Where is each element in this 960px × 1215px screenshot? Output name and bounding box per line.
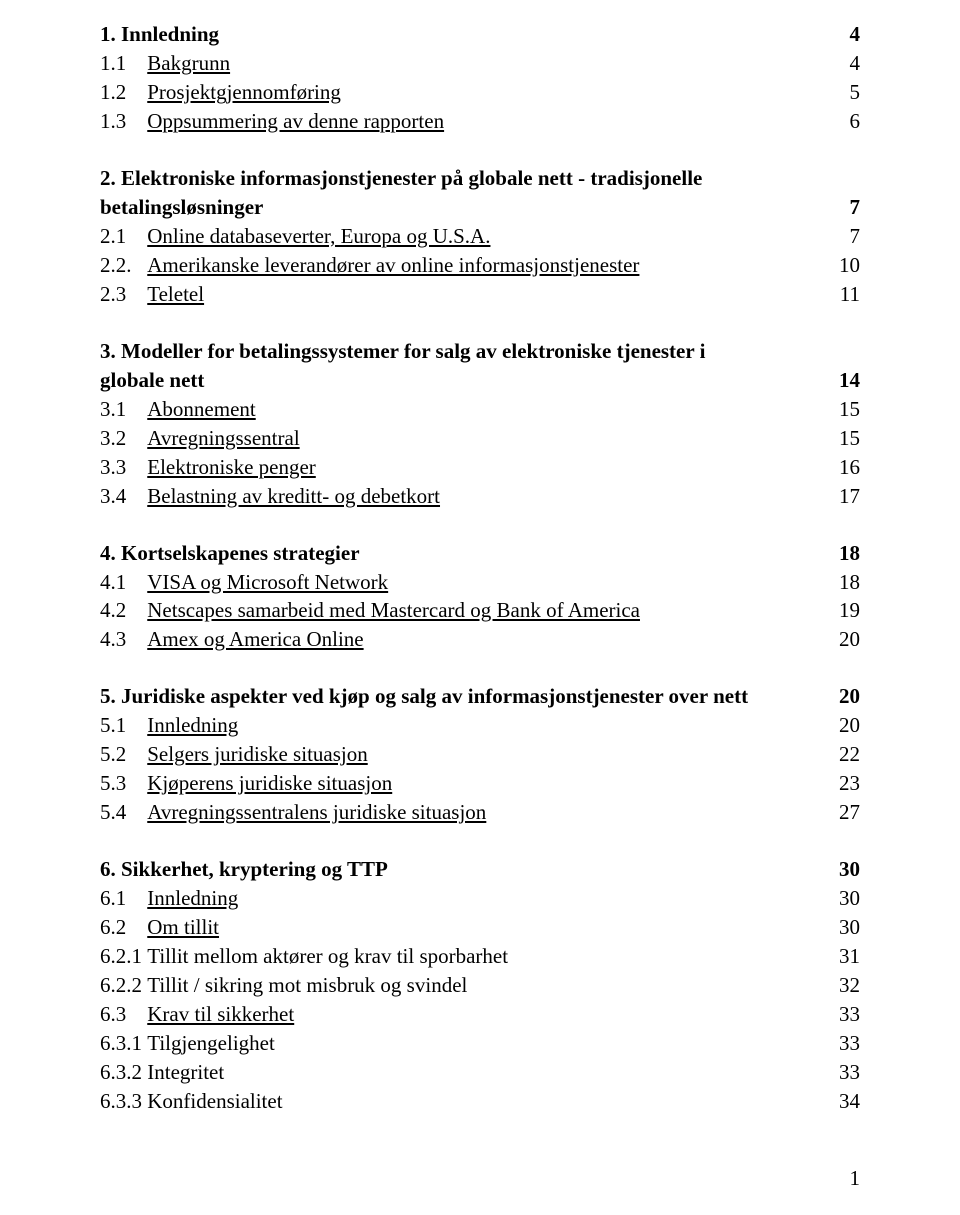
toc-item-page: 20 xyxy=(830,711,860,740)
toc-item: 3.2 Avregningssentral 15 xyxy=(100,424,860,453)
toc-item: 3.4 Belastning av kreditt- og debetkort … xyxy=(100,482,860,511)
toc-item-page: 34 xyxy=(830,1087,860,1116)
heading-label: 3. Modeller for betalingssystemer for sa… xyxy=(100,337,780,395)
toc-item-label: 6.3.1 Tilgjengelighet xyxy=(100,1029,830,1058)
toc-item-label: 1.2 Prosjektgjennomføring xyxy=(100,78,830,107)
toc-item-page: 4 xyxy=(830,49,860,78)
toc-item-page: 17 xyxy=(830,482,860,511)
toc-page: 1. Innledning 4 1.1 Bakgrunn 4 1.2 Prosj… xyxy=(0,0,960,1215)
page-number: 1 xyxy=(850,1166,861,1191)
toc-item-label: 3.2 Avregningssentral xyxy=(100,424,830,453)
toc-item: 3.3 Elektroniske penger 16 xyxy=(100,453,860,482)
toc-item-page: 15 xyxy=(830,424,860,453)
toc-item-label: 3.4 Belastning av kreditt- og debetkort xyxy=(100,482,830,511)
toc-item-label: 5.3 Kjøperens juridiske situasjon xyxy=(100,769,830,798)
toc-item-label: 5.4 Avregningssentralens juridiske situa… xyxy=(100,798,830,827)
toc-item: 4.3 Amex og America Online 20 xyxy=(100,625,860,654)
toc-item: 5.3 Kjøperens juridiske situasjon 23 xyxy=(100,769,860,798)
heading-page: 30 xyxy=(830,855,860,884)
toc-item-label: 6.2.1 Tillit mellom aktører og krav til … xyxy=(100,942,830,971)
toc-item-page: 6 xyxy=(830,107,860,136)
heading-page: 14 xyxy=(830,366,860,395)
toc-item-page: 33 xyxy=(830,1058,860,1087)
toc-item: 4.1 VISA og Microsoft Network 18 xyxy=(100,568,860,597)
toc-item-page: 33 xyxy=(830,1029,860,1058)
toc-item-page: 31 xyxy=(830,942,860,971)
toc-item: 6.2 Om tillit 30 xyxy=(100,913,860,942)
toc-item-page: 27 xyxy=(830,798,860,827)
toc-item-page: 11 xyxy=(830,280,860,309)
toc-item-page: 30 xyxy=(830,913,860,942)
toc-item-page: 7 xyxy=(830,222,860,251)
toc-item-page: 18 xyxy=(830,568,860,597)
toc-item-label: 4.2 Netscapes samarbeid med Mastercard o… xyxy=(100,596,830,625)
section-heading: 4. Kortselskapenes strategier 18 xyxy=(100,539,860,568)
section-heading: 2. Elektroniske informasjonstjenester på… xyxy=(100,164,860,222)
toc-item-label: 2.3 Teletel xyxy=(100,280,830,309)
heading-label: 4. Kortselskapenes strategier xyxy=(100,539,830,568)
toc-item: 5.2 Selgers juridiske situasjon 22 xyxy=(100,740,860,769)
toc-item-label: 5.2 Selgers juridiske situasjon xyxy=(100,740,830,769)
heading-page: 7 xyxy=(830,193,860,222)
heading-page: 18 xyxy=(830,539,860,568)
toc-item-page: 19 xyxy=(830,596,860,625)
section-heading: 1. Innledning 4 xyxy=(100,20,860,49)
toc-item: 1.1 Bakgrunn 4 xyxy=(100,49,860,78)
toc-item: 6.3.1 Tilgjengelighet 33 xyxy=(100,1029,860,1058)
toc-item: 2.2. Amerikanske leverandører av online … xyxy=(100,251,860,280)
toc-item: 1.2 Prosjektgjennomføring 5 xyxy=(100,78,860,107)
toc-item: 6.3.2 Integritet 33 xyxy=(100,1058,860,1087)
toc-item-page: 20 xyxy=(830,625,860,654)
toc-item: 5.4 Avregningssentralens juridiske situa… xyxy=(100,798,860,827)
toc-item: 2.3 Teletel 11 xyxy=(100,280,860,309)
toc-item: 3.1 Abonnement 15 xyxy=(100,395,860,424)
toc-item-page: 32 xyxy=(830,971,860,1000)
toc-item-label: 6.2.2 Tillit / sikring mot misbruk og sv… xyxy=(100,971,830,1000)
heading-label: 5. Juridiske aspekter ved kjøp og salg a… xyxy=(100,682,830,711)
toc-item-page: 23 xyxy=(830,769,860,798)
toc-item: 6.3 Krav til sikkerhet 33 xyxy=(100,1000,860,1029)
toc-item-label: 2.2. Amerikanske leverandører av online … xyxy=(100,251,830,280)
toc-item-page: 10 xyxy=(830,251,860,280)
toc-item-label: 6.3 Krav til sikkerhet xyxy=(100,1000,830,1029)
section-heading: 6. Sikkerhet, kryptering og TTP 30 xyxy=(100,855,860,884)
toc-item-label: 1.1 Bakgrunn xyxy=(100,49,830,78)
toc-item-label: 4.1 VISA og Microsoft Network xyxy=(100,568,830,597)
toc-item-label: 3.1 Abonnement xyxy=(100,395,830,424)
toc-item-page: 33 xyxy=(830,1000,860,1029)
toc-item: 6.2.2 Tillit / sikring mot misbruk og sv… xyxy=(100,971,860,1000)
toc-item: 6.1 Innledning 30 xyxy=(100,884,860,913)
toc-item-label: 6.1 Innledning xyxy=(100,884,830,913)
heading-label: 2. Elektroniske informasjonstjenester på… xyxy=(100,164,780,222)
heading-page: 20 xyxy=(830,682,860,711)
toc-item-label: 1.3 Oppsummering av denne rapporten xyxy=(100,107,830,136)
toc-item-page: 22 xyxy=(830,740,860,769)
heading-label: 1. Innledning xyxy=(100,20,830,49)
toc-item-label: 6.3.3 Konfidensialitet xyxy=(100,1087,830,1116)
toc-item: 6.2.1 Tillit mellom aktører og krav til … xyxy=(100,942,860,971)
toc-item-label: 2.1 Online databaseverter, Europa og U.S… xyxy=(100,222,830,251)
toc-item: 6.3.3 Konfidensialitet 34 xyxy=(100,1087,860,1116)
toc-item-page: 15 xyxy=(830,395,860,424)
heading-page: 4 xyxy=(830,20,860,49)
toc-item: 5.1 Innledning 20 xyxy=(100,711,860,740)
toc-item-page: 30 xyxy=(830,884,860,913)
section-heading: 3. Modeller for betalingssystemer for sa… xyxy=(100,337,860,395)
toc-item-label: 6.2 Om tillit xyxy=(100,913,830,942)
toc-item-label: 3.3 Elektroniske penger xyxy=(100,453,830,482)
heading-label: 6. Sikkerhet, kryptering og TTP xyxy=(100,855,830,884)
toc-item: 2.1 Online databaseverter, Europa og U.S… xyxy=(100,222,860,251)
section-heading: 5. Juridiske aspekter ved kjøp og salg a… xyxy=(100,682,860,711)
toc-item-page: 16 xyxy=(830,453,860,482)
toc-item: 1.3 Oppsummering av denne rapporten 6 xyxy=(100,107,860,136)
toc-item-label: 4.3 Amex og America Online xyxy=(100,625,830,654)
toc-item-page: 5 xyxy=(830,78,860,107)
toc-item-label: 6.3.2 Integritet xyxy=(100,1058,830,1087)
toc-item-label: 5.1 Innledning xyxy=(100,711,830,740)
toc-item: 4.2 Netscapes samarbeid med Mastercard o… xyxy=(100,596,860,625)
